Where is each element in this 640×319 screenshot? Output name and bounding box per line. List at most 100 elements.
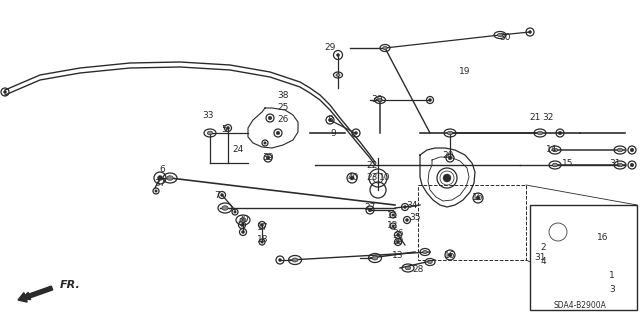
Text: 30: 30 <box>499 33 511 42</box>
Circle shape <box>268 116 272 120</box>
Circle shape <box>558 131 562 135</box>
Circle shape <box>630 148 634 152</box>
Circle shape <box>556 229 561 234</box>
Circle shape <box>429 99 431 101</box>
Circle shape <box>157 175 163 181</box>
FancyArrow shape <box>18 286 52 302</box>
Circle shape <box>241 231 244 234</box>
Text: SDA4-B2900A: SDA4-B2900A <box>554 300 607 309</box>
Circle shape <box>278 258 282 262</box>
Ellipse shape <box>538 131 543 135</box>
Text: 16: 16 <box>472 194 484 203</box>
Text: 21: 21 <box>529 113 541 122</box>
Ellipse shape <box>372 256 378 260</box>
Circle shape <box>266 156 270 160</box>
Circle shape <box>558 248 562 252</box>
Text: 25: 25 <box>277 103 289 113</box>
Bar <box>530 205 637 310</box>
Circle shape <box>392 214 394 216</box>
Text: 36: 36 <box>392 228 404 238</box>
Text: 1: 1 <box>609 271 615 280</box>
Text: 4: 4 <box>540 256 546 265</box>
Text: 31: 31 <box>609 159 621 167</box>
Ellipse shape <box>222 206 228 210</box>
Ellipse shape <box>405 266 411 270</box>
Text: 37: 37 <box>154 179 166 188</box>
Text: 31: 31 <box>534 254 546 263</box>
Bar <box>418 185 526 260</box>
Text: 2: 2 <box>540 243 546 253</box>
Ellipse shape <box>383 47 387 49</box>
Circle shape <box>3 91 6 93</box>
Circle shape <box>476 196 480 200</box>
Circle shape <box>406 219 408 221</box>
Text: 7: 7 <box>214 190 220 199</box>
Ellipse shape <box>336 74 340 76</box>
Text: 10: 10 <box>380 174 391 182</box>
Text: 29: 29 <box>392 238 404 247</box>
Text: 33: 33 <box>202 110 214 120</box>
Ellipse shape <box>618 163 623 167</box>
Circle shape <box>575 233 579 237</box>
Text: 22: 22 <box>366 160 378 169</box>
Text: 5: 5 <box>221 125 227 135</box>
Text: 9: 9 <box>330 129 336 137</box>
Text: 20: 20 <box>442 151 454 160</box>
Circle shape <box>260 224 264 226</box>
Ellipse shape <box>240 218 246 222</box>
Circle shape <box>448 156 452 160</box>
Text: 38: 38 <box>277 91 289 100</box>
Ellipse shape <box>497 33 502 37</box>
Text: 28: 28 <box>412 265 424 275</box>
Circle shape <box>397 234 399 236</box>
Circle shape <box>529 31 531 33</box>
Ellipse shape <box>167 176 173 180</box>
Text: 8: 8 <box>327 115 333 124</box>
Text: 16: 16 <box>597 234 609 242</box>
Circle shape <box>241 224 243 226</box>
Text: 18: 18 <box>257 235 269 244</box>
Circle shape <box>397 241 399 243</box>
Text: 16: 16 <box>444 250 456 259</box>
Text: 34: 34 <box>406 201 418 210</box>
Circle shape <box>448 253 452 257</box>
Ellipse shape <box>428 260 432 263</box>
Text: 27: 27 <box>364 204 376 212</box>
Ellipse shape <box>292 258 298 262</box>
Circle shape <box>403 205 406 209</box>
Circle shape <box>630 163 634 167</box>
Text: 6: 6 <box>159 166 165 174</box>
Text: 19: 19 <box>460 68 471 77</box>
Text: 14: 14 <box>547 145 557 154</box>
Circle shape <box>221 194 223 197</box>
Text: 35: 35 <box>409 213 420 222</box>
Circle shape <box>350 176 354 180</box>
Text: 3: 3 <box>609 285 615 293</box>
Text: 40: 40 <box>348 174 358 182</box>
Circle shape <box>368 208 372 212</box>
Circle shape <box>276 131 280 135</box>
Text: FR.: FR. <box>60 280 81 290</box>
Text: 15: 15 <box>563 159 573 167</box>
Circle shape <box>328 118 332 122</box>
Text: 13: 13 <box>392 250 404 259</box>
Circle shape <box>264 142 266 144</box>
Text: 17: 17 <box>257 224 269 233</box>
Text: 29: 29 <box>324 42 336 51</box>
Circle shape <box>234 211 236 213</box>
Text: 26: 26 <box>277 115 289 124</box>
Ellipse shape <box>378 99 383 101</box>
Circle shape <box>392 225 394 227</box>
Text: 12: 12 <box>387 221 399 231</box>
Ellipse shape <box>207 131 212 135</box>
Text: 30: 30 <box>371 95 383 105</box>
Circle shape <box>355 131 358 135</box>
Circle shape <box>337 54 339 56</box>
Circle shape <box>155 190 157 192</box>
Ellipse shape <box>618 148 623 152</box>
Ellipse shape <box>552 163 557 167</box>
Circle shape <box>443 174 451 182</box>
Ellipse shape <box>552 148 557 152</box>
Text: 11: 11 <box>387 211 399 219</box>
Text: 24: 24 <box>232 145 244 154</box>
